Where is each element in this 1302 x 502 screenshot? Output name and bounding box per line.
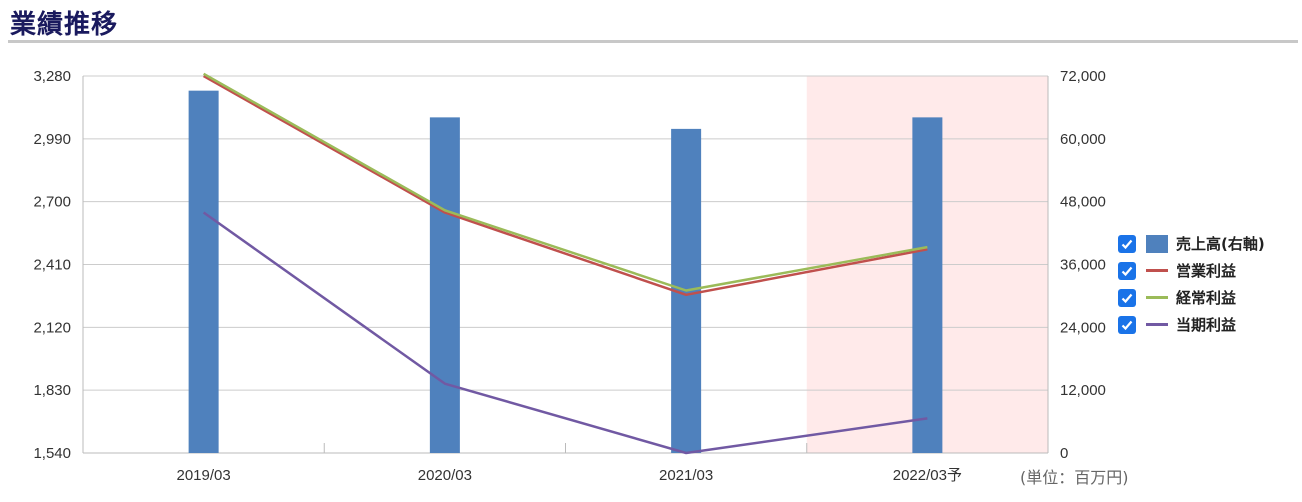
chart-title: 業績推移 [10,10,119,40]
series-line-0 [203,74,928,297]
legend-item-net-profit[interactable]: 当期利益 [1118,311,1265,338]
sales-bar [188,90,219,454]
line-swatch-icon [1146,269,1168,272]
bar-swatch-icon [1146,234,1168,253]
unit-label: (単位：百万円) [1020,468,1129,487]
left-axis-tick-label: 2,120 [33,319,71,336]
legend-label: 経常利益 [1176,289,1237,307]
checkbox-checked-icon[interactable] [1118,315,1136,334]
checkbox-checked-icon[interactable] [1118,288,1136,307]
line-swatch-icon [1146,296,1168,299]
sales-bar [429,117,460,453]
legend: 売上高(右軸) 営業利益 経常利益 当期利益 [1118,230,1265,338]
x-axis-tick-label: 2021/03 [659,467,713,484]
checkbox-checked-icon[interactable] [1118,234,1136,253]
series-line-2 [202,211,928,455]
right-axis-tick-label: 60,000 [1060,131,1106,148]
legend-label: 営業利益 [1176,262,1237,280]
right-axis-tick-label: 24,000 [1060,319,1106,336]
right-axis-tick-label: 72,000 [1060,68,1106,85]
legend-item-ordinary-profit[interactable]: 経常利益 [1118,284,1265,311]
title-divider [8,40,1298,43]
right-axis-tick-label: 36,000 [1060,257,1106,274]
x-axis-tick-label: 2022/03予 [893,467,962,484]
right-axis-tick-label: 48,000 [1060,194,1106,211]
x-axis-tick-label: 2020/03 [418,467,472,484]
sales-bar [912,117,943,453]
legend-label: 当期利益 [1176,316,1237,334]
left-axis-tick-label: 1,540 [33,445,71,462]
line-swatch-icon [1146,323,1168,326]
right-axis-tick-label: 0 [1060,445,1068,462]
legend-item-operating-profit[interactable]: 営業利益 [1118,257,1265,284]
left-axis-tick-label: 2,700 [33,194,71,211]
x-axis-tick-label: 2019/03 [177,467,231,484]
legend-item-sales[interactable]: 売上高(右軸) [1118,230,1265,257]
left-axis-tick-label: 1,830 [33,382,71,399]
right-axis-tick-label: 12,000 [1060,382,1106,399]
left-axis-tick-label: 3,280 [33,68,71,85]
series-line-1 [203,72,928,292]
left-axis-tick-label: 2,410 [33,257,71,274]
left-axis-tick-label: 2,990 [33,131,71,148]
legend-label: 売上高(右軸) [1176,235,1265,253]
checkbox-checked-icon[interactable] [1118,261,1136,280]
